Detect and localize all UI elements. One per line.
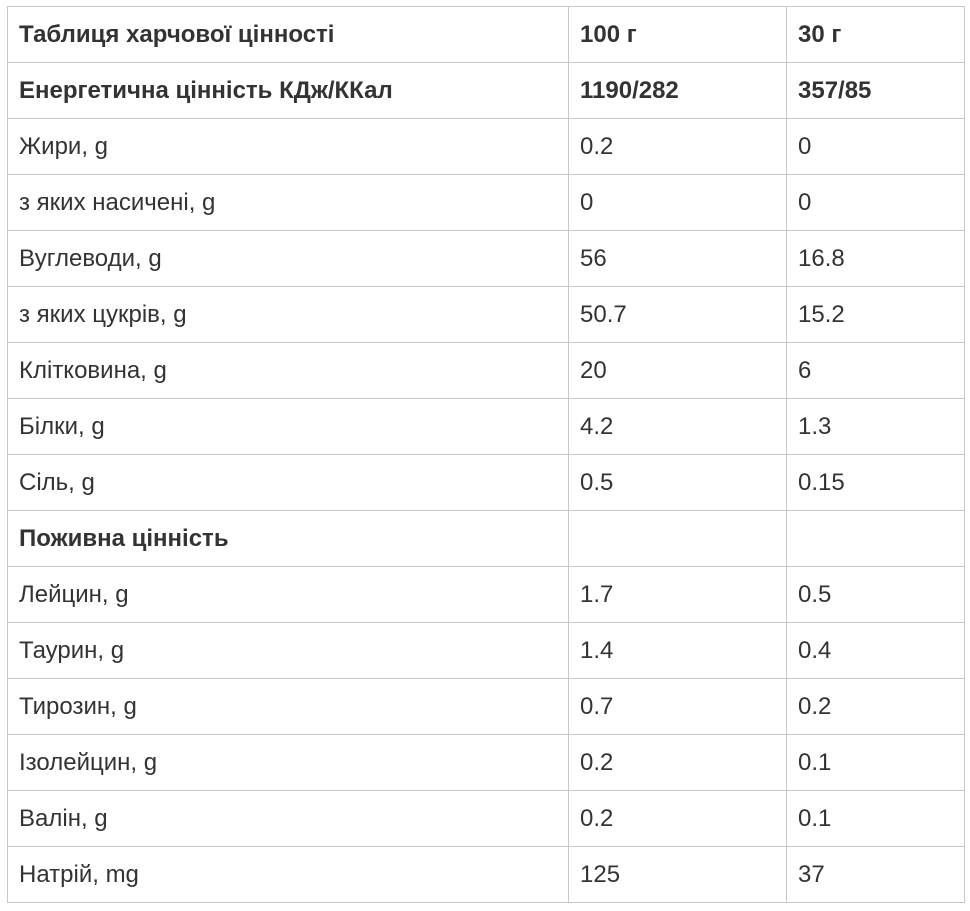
row-30g-cell: 15.2 <box>786 286 965 343</box>
table-row: Поживна цінність <box>7 510 965 567</box>
row-100g-cell: 0.5 <box>568 454 787 511</box>
row-100g-cell: 1190/282 <box>568 62 787 119</box>
nutrition-table-body: Таблиця харчової цінності 100 г 30 г Ене… <box>7 6 965 903</box>
table-row: Сіль, g 0.5 0.15 <box>7 454 965 511</box>
row-30g-cell: 0.5 <box>786 566 965 623</box>
row-30g-cell: 0.15 <box>786 454 965 511</box>
nutrition-table: Таблиця харчової цінності 100 г 30 г Ене… <box>7 6 965 903</box>
row-label-cell: Валін, g <box>7 790 569 847</box>
row-100g-cell: 1.4 <box>568 622 787 679</box>
row-100g-cell: 20 <box>568 342 787 399</box>
row-label-cell: Поживна цінність <box>7 510 569 567</box>
row-label-cell: Ізолейцин, g <box>7 734 569 791</box>
row-30g-cell: 16.8 <box>786 230 965 287</box>
row-30g-cell: 37 <box>786 846 965 903</box>
row-label-cell: Білки, g <box>7 398 569 455</box>
row-label-cell: Сіль, g <box>7 454 569 511</box>
row-100g-cell: 0.2 <box>568 790 787 847</box>
table-row: Жири, g 0.2 0 <box>7 118 965 175</box>
row-100g-cell: 0.7 <box>568 678 787 735</box>
table-row: з яких цукрів, g 50.7 15.2 <box>7 286 965 343</box>
row-label-cell: Енергетична цінність КДж/ККал <box>7 62 569 119</box>
row-label-cell: Таурин, g <box>7 622 569 679</box>
row-30g-cell: 6 <box>786 342 965 399</box>
row-100g-cell: 4.2 <box>568 398 787 455</box>
row-label-cell: з яких насичені, g <box>7 174 569 231</box>
row-label-cell: Клітковина, g <box>7 342 569 399</box>
table-row: Тирозин, g 0.7 0.2 <box>7 678 965 735</box>
table-row: з яких насичені, g 0 0 <box>7 174 965 231</box>
row-30g-cell: 357/85 <box>786 62 965 119</box>
row-30g-cell <box>786 510 965 567</box>
row-100g-cell: 0.2 <box>568 118 787 175</box>
row-30g-cell: 0.2 <box>786 678 965 735</box>
header-100g-cell: 100 г <box>568 6 787 63</box>
row-30g-cell: 0.1 <box>786 734 965 791</box>
row-100g-cell: 125 <box>568 846 787 903</box>
table-row: Валін, g 0.2 0.1 <box>7 790 965 847</box>
table-row: Таурин, g 1.4 0.4 <box>7 622 965 679</box>
table-row: Енергетична цінність КДж/ККал 1190/282 3… <box>7 62 965 119</box>
row-100g-cell <box>568 510 787 567</box>
row-label-cell: Лейцин, g <box>7 566 569 623</box>
table-row: Натрій, mg 125 37 <box>7 846 965 903</box>
row-label-cell: з яких цукрів, g <box>7 286 569 343</box>
row-100g-cell: 0.2 <box>568 734 787 791</box>
row-label-cell: Натрій, mg <box>7 846 569 903</box>
row-label-cell: Тирозин, g <box>7 678 569 735</box>
header-30g-cell: 30 г <box>786 6 965 63</box>
row-30g-cell: 0.4 <box>786 622 965 679</box>
table-row: Лейцин, g 1.7 0.5 <box>7 566 965 623</box>
row-100g-cell: 56 <box>568 230 787 287</box>
table-row: Клітковина, g 20 6 <box>7 342 965 399</box>
table-header-row: Таблиця харчової цінності 100 г 30 г <box>7 6 965 63</box>
row-100g-cell: 1.7 <box>568 566 787 623</box>
table-row: Білки, g 4.2 1.3 <box>7 398 965 455</box>
table-row: Вуглеводи, g 56 16.8 <box>7 230 965 287</box>
row-30g-cell: 0.1 <box>786 790 965 847</box>
row-label-cell: Жири, g <box>7 118 569 175</box>
table-row: Ізолейцин, g 0.2 0.1 <box>7 734 965 791</box>
row-30g-cell: 1.3 <box>786 398 965 455</box>
header-label-cell: Таблиця харчової цінності <box>7 6 569 63</box>
row-100g-cell: 0 <box>568 174 787 231</box>
row-label-cell: Вуглеводи, g <box>7 230 569 287</box>
row-100g-cell: 50.7 <box>568 286 787 343</box>
row-30g-cell: 0 <box>786 174 965 231</box>
row-30g-cell: 0 <box>786 118 965 175</box>
